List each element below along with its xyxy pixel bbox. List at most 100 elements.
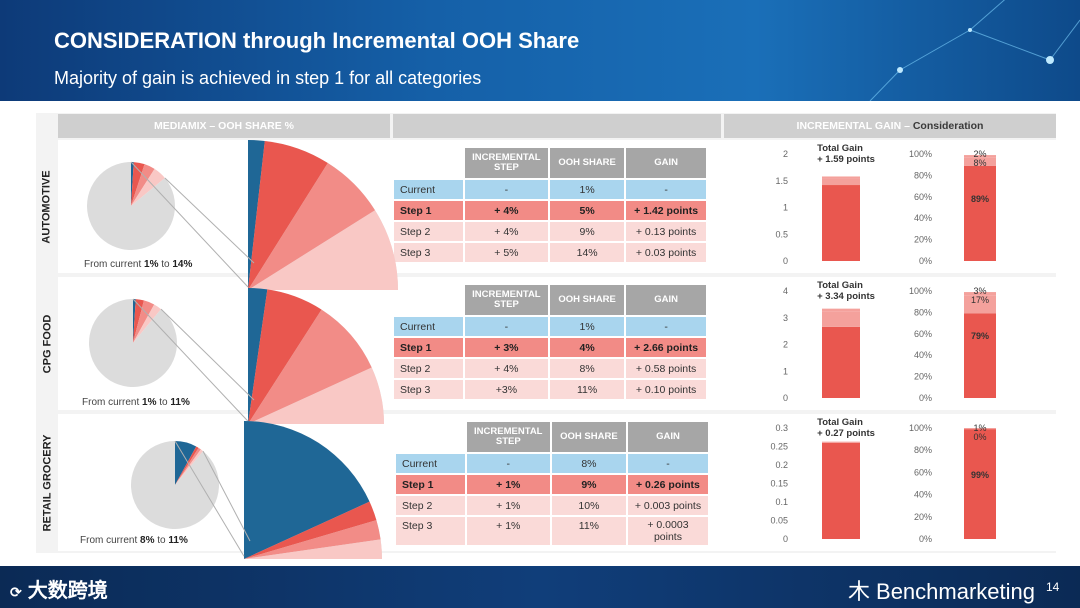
y-tick-label: 60% [914, 467, 932, 477]
gain-bar-segment [822, 308, 860, 312]
zoom-connector-line [160, 308, 255, 401]
gain-bar-segment [822, 442, 860, 539]
y-tick-label: 0% [919, 534, 932, 544]
remaining-slice [131, 441, 220, 529]
y-tick-label: 0.1 [775, 497, 788, 507]
footer-right-logo: ⽊ Benchmarketing [848, 579, 1035, 604]
y-tick-label: 80% [914, 445, 932, 455]
step2-slice [133, 300, 155, 343]
share-pct-label: 2% [973, 149, 986, 159]
y-tick-label: 0 [783, 256, 788, 266]
y-tick-label: 20% [914, 372, 932, 382]
share-pct-label: 99% [971, 470, 989, 480]
zoom-step2-slice [244, 520, 381, 559]
y-tick-label: 0.3 [775, 423, 788, 433]
page-number: 14 [1046, 580, 1060, 594]
zoom-current-share-slice [244, 421, 370, 559]
share-bar-segment [964, 429, 996, 539]
zoom-step1-slice [248, 140, 328, 290]
header-banner: CONSIDERATION through Incremental OOH Sh… [0, 0, 1080, 101]
step2-slice [175, 447, 201, 485]
gain-bar-segment [822, 178, 860, 186]
y-tick-label: 60% [914, 329, 932, 339]
y-tick-label: 0 [783, 534, 788, 544]
share-bar-segment [964, 313, 996, 398]
steps-table: INCREMENTAL STEP OOH SHARE GAIN Current -1%… [392, 283, 708, 401]
zoom-step2-slice [248, 162, 376, 290]
remaining-slice [89, 299, 178, 388]
y-tick-label: 100% [909, 286, 932, 296]
total-gain-label: Total Gain [817, 143, 863, 154]
share-bar-segment [964, 157, 996, 166]
column-header-incremental: INCREMENTAL GAIN – Consideration [724, 114, 1056, 138]
y-tick-label: 100% [909, 423, 932, 433]
y-tick-label: 2 [783, 340, 788, 350]
zoom-connector-line [164, 177, 255, 264]
zoom-connector-line [174, 440, 245, 557]
share-bar-segment [964, 155, 996, 158]
y-tick-label: 0.2 [775, 460, 788, 470]
y-tick-label: 40% [914, 490, 932, 500]
share-pct-label: 8% [973, 158, 986, 168]
share-bar-segment [964, 428, 996, 430]
y-tick-label: 100% [909, 149, 932, 159]
zoom-connector-line [132, 298, 249, 422]
column-header-mediamix: MEDIAMIX – OOH SHARE % [58, 114, 390, 138]
page-subtitle: Majority of gain is achieved in step 1 f… [54, 68, 482, 88]
y-tick-label: 20% [914, 512, 932, 522]
gain-bar-segment [822, 185, 860, 261]
y-tick-label: 40% [914, 350, 932, 360]
remaining-slice [87, 162, 176, 250]
share-bar-segment [964, 295, 996, 314]
step2-slice [131, 164, 155, 206]
share-bar-segment [964, 165, 996, 261]
gain-bar-segment [822, 441, 860, 443]
step3-slice [131, 168, 165, 206]
total-gain-label: Total Gain [817, 417, 863, 428]
y-tick-label: 80% [914, 170, 932, 180]
share-bar-segment [964, 292, 996, 296]
zoom-step2-slice [248, 309, 372, 424]
share-pct-label: 3% [973, 286, 986, 296]
zoom-step1-slice [244, 501, 377, 559]
zoom-step3-slice [248, 210, 398, 290]
zoom-current-share-slice [248, 140, 265, 290]
column-header-blank [393, 114, 721, 138]
share-pct-label: 89% [971, 194, 989, 204]
zoom-step3-slice [248, 367, 385, 424]
page-title: CONSIDERATION through Incremental OOH Sh… [54, 28, 580, 53]
total-gain-value: + 1.59 points [817, 154, 875, 165]
y-tick-label: 0 [783, 393, 788, 403]
zoom-step3-slice [244, 539, 382, 559]
current-share-slice [175, 441, 197, 485]
step1-slice [133, 299, 144, 343]
y-tick-label: 40% [914, 213, 932, 223]
brand-mark-icon: ⽊ [848, 579, 871, 604]
from-to-caption: From current 8% to 11% [80, 535, 188, 546]
from-to-caption: From current 1% to 14% [84, 259, 193, 270]
total-gain-label: Total Gain [817, 280, 863, 291]
zoom-connector-line [130, 161, 249, 288]
network-decoration-icon [869, 0, 1080, 101]
y-tick-label: 0% [919, 256, 932, 266]
total-gain-value: + 3.34 points [817, 291, 875, 302]
step3-slice [133, 304, 162, 343]
y-tick-label: 80% [914, 307, 932, 317]
y-tick-label: 1 [783, 203, 788, 213]
y-tick-label: 1.5 [775, 176, 788, 186]
y-tick-label: 1 [783, 366, 788, 376]
footer-bar: ⟳ 大数跨境 ⽊ Benchmarketing 14 [0, 566, 1080, 608]
zoom-connector-line [202, 450, 251, 542]
brand-icon: ⟳ [10, 584, 22, 600]
share-pct-label: 79% [971, 331, 989, 341]
y-tick-label: 60% [914, 192, 932, 202]
y-tick-label: 0.15 [770, 479, 788, 489]
y-tick-label: 2 [783, 149, 788, 159]
y-tick-label: 0.05 [770, 516, 788, 526]
steps-table: INCREMENTAL STEP OOH SHARE GAIN Current -8%… [394, 420, 710, 547]
step1-slice [175, 446, 199, 485]
gain-bar-segment [822, 326, 860, 398]
y-tick-label: 0.5 [775, 229, 788, 239]
share-pct-label: 1% [973, 423, 986, 433]
